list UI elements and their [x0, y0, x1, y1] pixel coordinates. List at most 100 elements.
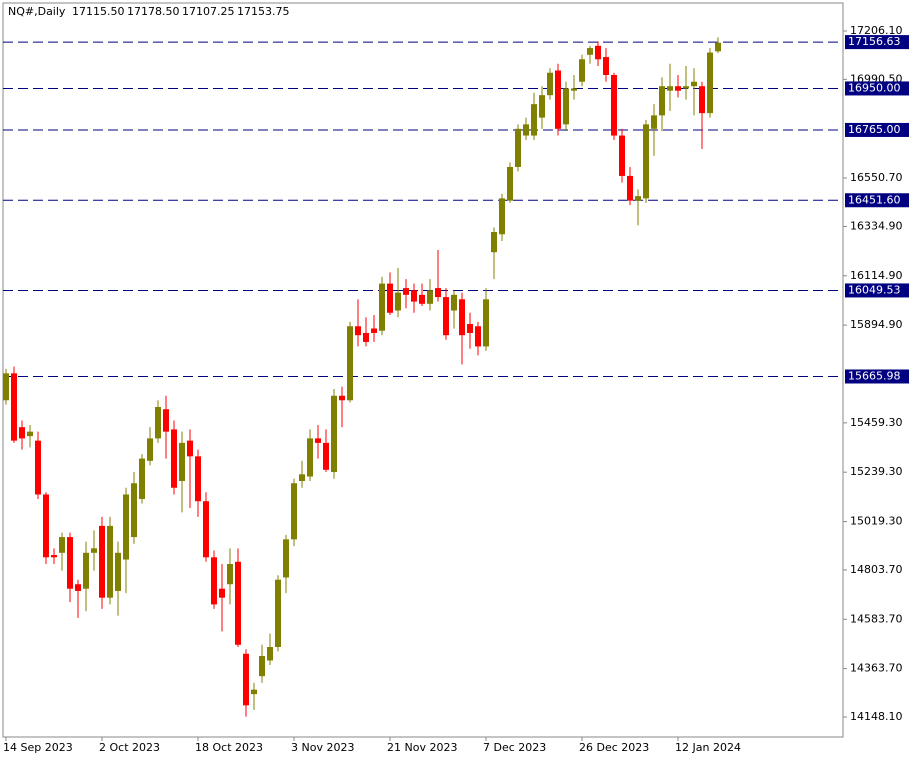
y-tick-label: 16114.90: [850, 269, 903, 282]
candle-body: [211, 557, 217, 605]
candle-body: [139, 458, 145, 499]
candle-body: [635, 196, 641, 201]
candle-body: [83, 552, 89, 589]
header-value: 17107.25: [182, 5, 235, 18]
header-value: 17115.50: [72, 5, 125, 18]
candle-body: [683, 86, 689, 89]
candle-body: [51, 555, 57, 558]
level-tag-box: [845, 122, 909, 137]
y-tick-label: 16550.70: [850, 171, 903, 184]
level-label: 16049.53: [848, 283, 901, 296]
y-tick-label: 14363.70: [850, 662, 903, 675]
level-label: 15665.98: [848, 369, 901, 382]
candle-body: [91, 548, 97, 553]
candle-body: [435, 288, 441, 298]
y-tick-label: 16334.90: [850, 219, 903, 232]
candle-body: [619, 135, 625, 176]
candle-body: [275, 579, 281, 648]
x-tick-label: 21 Nov 2023: [387, 741, 457, 754]
candle-body: [155, 406, 161, 439]
level-tag-box: [845, 283, 909, 298]
candle-body: [555, 70, 561, 129]
y-tick-label: 15239.30: [850, 465, 903, 478]
candle-body: [667, 86, 673, 91]
candle-body: [715, 42, 721, 52]
candle-body: [283, 539, 289, 578]
candle-body: [187, 440, 193, 457]
candle-body: [363, 332, 369, 342]
candle-body: [531, 104, 537, 136]
level-label: 17156.63: [848, 35, 901, 48]
x-tick-label: 18 Oct 2023: [195, 741, 263, 754]
y-tick-label: 15459.30: [850, 416, 903, 429]
candle-body: [347, 326, 353, 401]
candle-body: [443, 297, 449, 336]
candle-body: [699, 86, 705, 114]
candle-body: [227, 564, 233, 585]
candle-body: [515, 128, 521, 167]
candle-body: [243, 653, 249, 706]
candle-body: [427, 290, 433, 304]
candle-body: [371, 328, 377, 333]
candle-body: [235, 561, 241, 645]
candle-body: [675, 86, 681, 91]
candle-body: [251, 689, 257, 695]
candle-body: [123, 494, 129, 560]
candle-body: [571, 88, 577, 91]
candle-body: [563, 88, 569, 125]
candle-body: [219, 588, 225, 598]
candle-body: [579, 59, 585, 82]
candle-body: [267, 647, 273, 661]
candle-body: [99, 525, 105, 598]
candle-body: [651, 115, 657, 129]
candle-body: [11, 373, 17, 441]
candle-body: [483, 299, 489, 347]
candle-body: [19, 427, 25, 439]
y-tick-label: 15019.30: [850, 515, 903, 528]
y-tick-label: 15894.90: [850, 318, 903, 331]
level-tag: 16950.00: [845, 81, 909, 96]
candle-body: [3, 373, 9, 401]
candle-body: [387, 283, 393, 313]
candle-body: [259, 655, 265, 677]
level-label: 16950.00: [848, 81, 901, 94]
candle-body: [547, 72, 553, 96]
candle-body: [603, 57, 609, 75]
candle-body: [539, 95, 545, 118]
candle-body: [147, 438, 153, 461]
candle-body: [691, 81, 697, 87]
candle-body: [43, 494, 49, 558]
candle-body: [587, 48, 593, 55]
candle-body: [203, 501, 209, 558]
candle-body: [195, 456, 201, 502]
level-tag: 17156.63: [845, 35, 909, 50]
level-tag: 16049.53: [845, 283, 909, 298]
candle-body: [643, 124, 649, 199]
candle-body: [411, 290, 417, 302]
candle-body: [179, 442, 185, 482]
level-tag-box: [845, 369, 909, 384]
candle-body: [67, 537, 73, 589]
y-tick-label: 14803.70: [850, 563, 903, 576]
x-tick-label: 3 Nov 2023: [291, 741, 354, 754]
level-label: 16765.00: [848, 123, 901, 136]
x-tick-label: 14 Sep 2023: [3, 741, 73, 754]
candle-body: [459, 299, 465, 336]
candle-body: [323, 442, 329, 470]
candle-body: [507, 166, 513, 201]
candle-body: [59, 537, 65, 553]
x-tick-label: 7 Dec 2023: [483, 741, 546, 754]
candle-body: [291, 483, 297, 540]
candle-body: [299, 474, 305, 482]
candle-body: [627, 175, 633, 201]
candle-body: [355, 326, 361, 336]
level-tag: 16451.60: [845, 193, 909, 208]
candle-body: [523, 124, 529, 136]
candle-body: [307, 438, 313, 477]
level-tag: 15665.98: [845, 369, 909, 384]
x-tick-label: 12 Jan 2024: [675, 741, 741, 754]
candle-body: [107, 525, 113, 598]
plot-frame: [2, 2, 844, 738]
